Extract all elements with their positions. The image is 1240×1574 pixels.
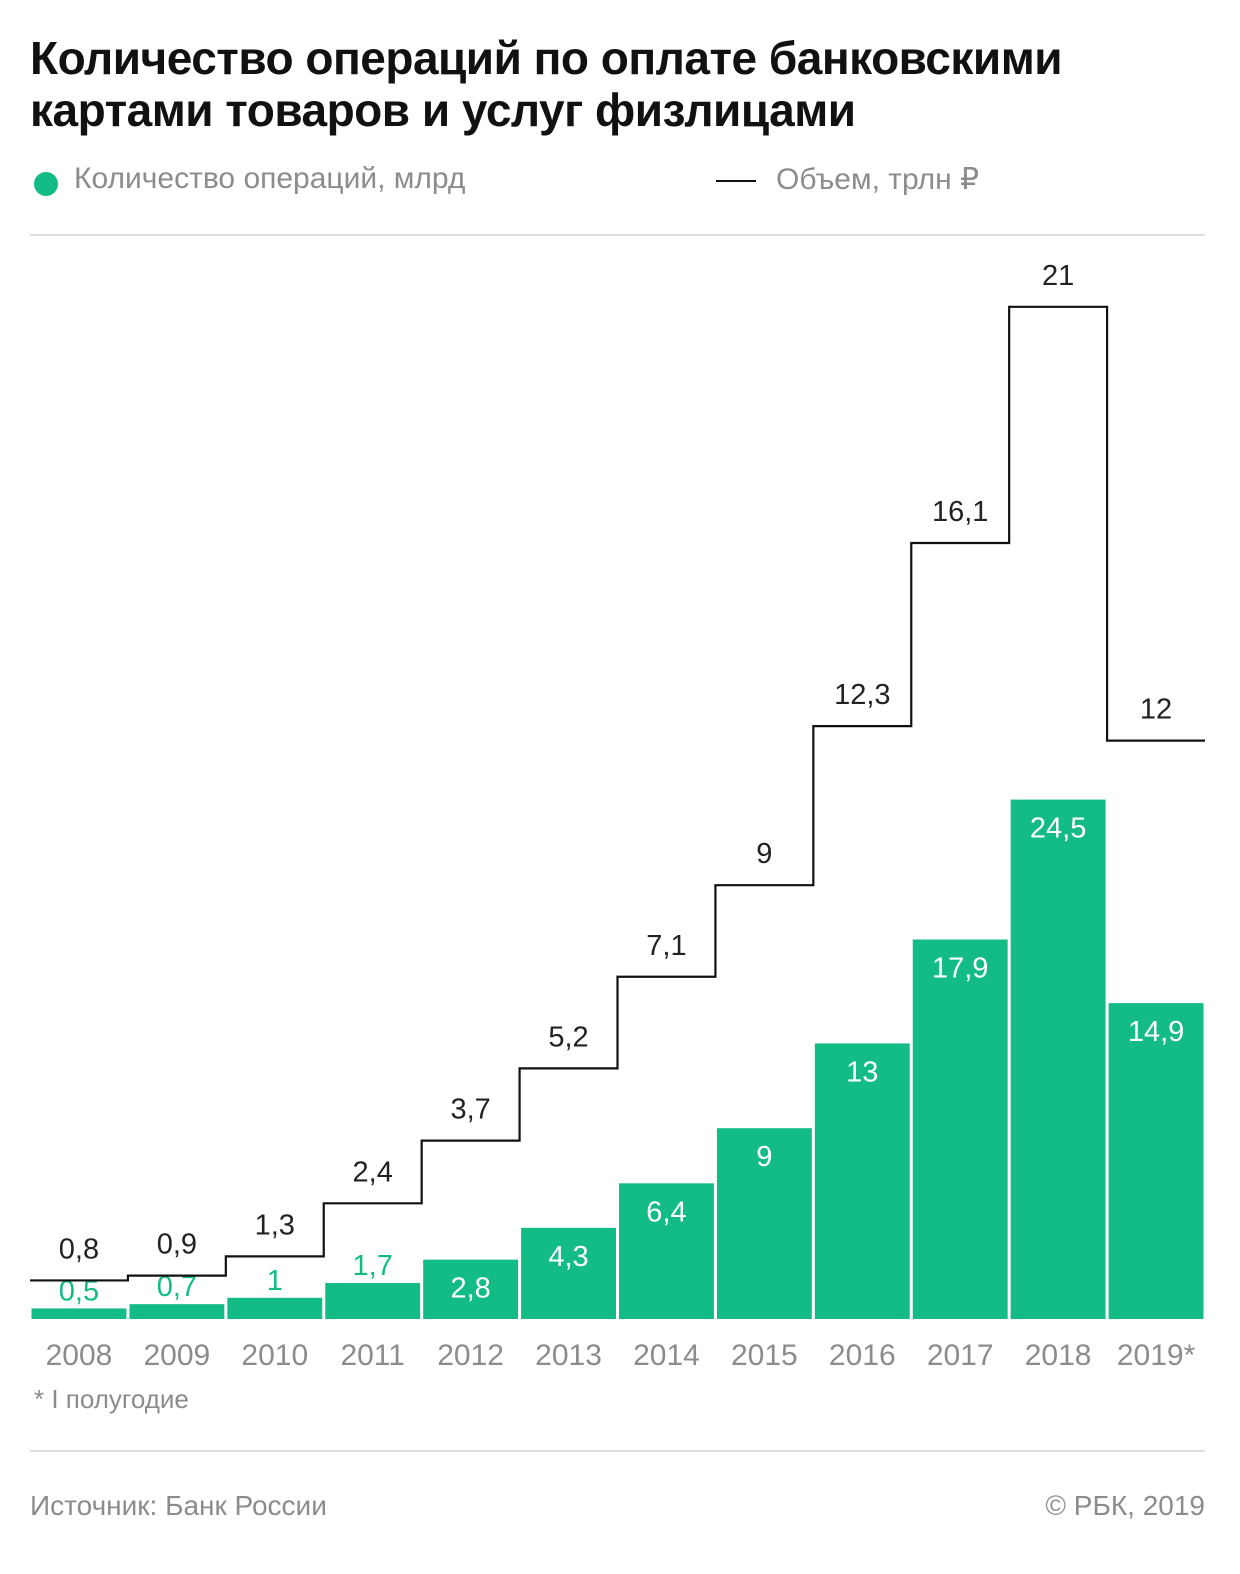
bar-2008 bbox=[31, 1308, 127, 1319]
bar-label-2017: 17,9 bbox=[932, 953, 988, 985]
copyright: © РБК, 2019 bbox=[1045, 1490, 1205, 1521]
x-tick-2011: 2011 bbox=[340, 1339, 405, 1372]
bar-2012 bbox=[423, 1259, 519, 1319]
line-label-2013: 5,2 bbox=[548, 1021, 588, 1053]
bar-label-2010: 1 bbox=[267, 1265, 283, 1297]
x-tick-2017: 2017 bbox=[927, 1339, 994, 1372]
bar-2016 bbox=[814, 1043, 910, 1319]
bar-label-2015: 9 bbox=[756, 1141, 772, 1173]
bar-label-2013: 4,3 bbox=[548, 1241, 588, 1273]
line-label-2014: 7,1 bbox=[646, 930, 686, 962]
volume-step-line bbox=[30, 305, 1205, 1282]
x-tick-2013: 2013 bbox=[535, 1339, 602, 1372]
line-label-2015: 9 bbox=[756, 838, 772, 870]
line-label-2018: 21 bbox=[1042, 260, 1074, 292]
x-tick-2010: 2010 bbox=[241, 1339, 308, 1372]
x-tick-2015: 2015 bbox=[731, 1339, 798, 1372]
bar-2019* bbox=[1108, 1003, 1204, 1319]
x-tick-2014: 2014 bbox=[633, 1339, 700, 1372]
legend-line-label: Объем, трлн ₽ bbox=[776, 163, 980, 196]
line-label-2009: 0,9 bbox=[157, 1229, 197, 1261]
x-tick-2012: 2012 bbox=[437, 1339, 504, 1372]
bar-label-2011: 1,7 bbox=[353, 1250, 393, 1282]
line-label-2010: 1,3 bbox=[255, 1209, 295, 1241]
line-label-2011: 2,4 bbox=[353, 1156, 393, 1188]
bar-2015 bbox=[716, 1128, 812, 1319]
legend-bar-label: Количество операций, млрд bbox=[74, 162, 466, 195]
legend-bar-swatch bbox=[34, 172, 58, 196]
line-label-2008: 0,8 bbox=[59, 1233, 99, 1265]
x-tick-2008: 2008 bbox=[46, 1339, 113, 1372]
line-label-2012: 3,7 bbox=[450, 1094, 490, 1126]
bar-2014 bbox=[619, 1183, 714, 1319]
bar-label-2016: 13 bbox=[846, 1056, 878, 1088]
x-tick-2009: 2009 bbox=[144, 1339, 211, 1372]
source-note: Источник: Банк России bbox=[30, 1490, 327, 1521]
footnote: * I полугодие bbox=[34, 1384, 189, 1414]
bottom-divider bbox=[30, 1450, 1205, 1452]
bar-label-2018: 24,5 bbox=[1030, 813, 1086, 845]
bar-2010 bbox=[227, 1297, 323, 1319]
line-label-2019*: 12 bbox=[1140, 694, 1172, 726]
x-tick-2016: 2016 bbox=[829, 1339, 896, 1372]
top-divider bbox=[30, 234, 1205, 236]
bar-2011 bbox=[325, 1282, 421, 1319]
bar-label-2019*: 14,9 bbox=[1128, 1016, 1184, 1048]
bar-2017 bbox=[912, 939, 1008, 1319]
bar-2013 bbox=[521, 1227, 616, 1319]
x-tick-2018: 2018 bbox=[1025, 1339, 1092, 1372]
chart-title: Количество операций по оплате банковским… bbox=[30, 32, 1063, 136]
line-label-2016: 12,3 bbox=[834, 679, 890, 711]
x-tick-2019*: 2019* bbox=[1117, 1339, 1196, 1372]
bar-2018 bbox=[1010, 799, 1106, 1319]
line-label-2017: 16,1 bbox=[932, 496, 988, 528]
bar-label-2012: 2,8 bbox=[450, 1273, 490, 1305]
bar-label-2014: 6,4 bbox=[646, 1196, 686, 1228]
legend-line-swatch bbox=[716, 180, 756, 182]
bar-2009 bbox=[129, 1304, 225, 1319]
